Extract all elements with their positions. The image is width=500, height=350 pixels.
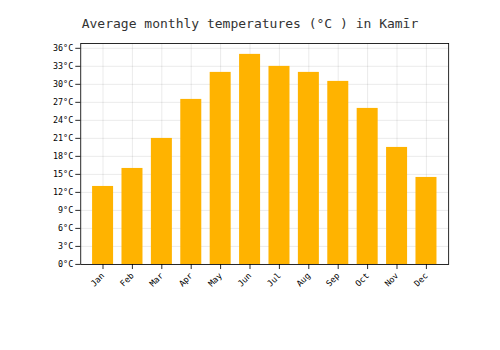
svg-text:Oct: Oct (353, 271, 371, 289)
svg-text:30°C: 30°C (53, 79, 73, 89)
svg-text:Nov: Nov (383, 271, 401, 289)
svg-text:3°C: 3°C (58, 241, 73, 251)
svg-text:9°C: 9°C (58, 205, 73, 215)
svg-text:May: May (206, 271, 224, 289)
svg-text:Aug: Aug (294, 271, 312, 289)
svg-text:21°C: 21°C (53, 133, 73, 143)
svg-text:Feb: Feb (118, 271, 136, 289)
svg-text:6°C: 6°C (58, 223, 73, 233)
svg-text:Jan: Jan (89, 271, 107, 289)
svg-text:15°C: 15°C (53, 169, 73, 179)
svg-text:Mar: Mar (147, 271, 165, 289)
svg-text:27°C: 27°C (53, 97, 73, 107)
svg-text:Jul: Jul (265, 271, 283, 289)
svg-text:Apr: Apr (177, 271, 195, 289)
svg-text:36°C: 36°C (53, 43, 73, 53)
svg-text:Dec: Dec (412, 271, 430, 289)
svg-text:33°C: 33°C (53, 61, 73, 71)
svg-text:18°C: 18°C (53, 151, 73, 161)
svg-text:Sep: Sep (324, 271, 342, 289)
svg-text:24°C: 24°C (53, 115, 73, 125)
svg-text:Jun: Jun (236, 271, 254, 289)
svg-text:0°C: 0°C (58, 259, 73, 269)
svg-text:12°C: 12°C (53, 187, 73, 197)
html-text:Average monthly temperatures (: Average monthly temperatures (°C ) in Ka… (81, 16, 419, 31)
